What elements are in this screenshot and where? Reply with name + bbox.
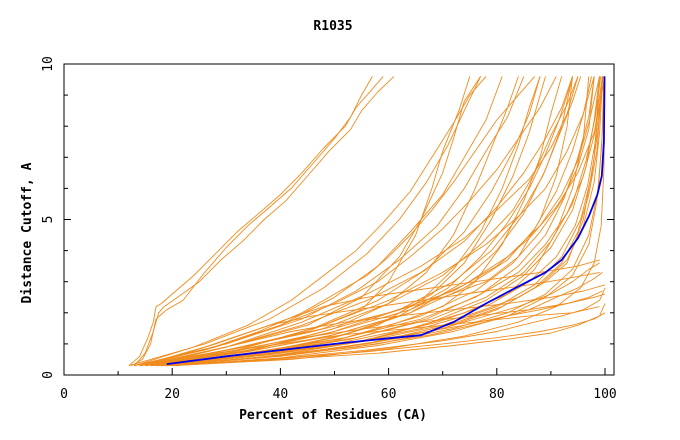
- y-tick-label: 5: [41, 216, 56, 224]
- model-curve-41: [155, 76, 603, 367]
- model-curve-39: [172, 76, 606, 367]
- model-curve-51: [155, 76, 595, 367]
- model-curve-24: [134, 76, 536, 367]
- x-tick-label: 40: [273, 387, 289, 402]
- model-curve-50: [166, 76, 604, 367]
- model-curve-44: [139, 76, 579, 367]
- series-layer: [128, 76, 606, 367]
- model-curve-4: [139, 76, 471, 367]
- model-curve-48: [150, 76, 573, 367]
- x-tick-label: 80: [489, 387, 505, 402]
- highlight-layer: [166, 76, 606, 365]
- y-tick-label: 10: [41, 56, 56, 72]
- y-axis-label: Distance Cutoff, A: [20, 162, 35, 303]
- model-curve-1: [128, 76, 384, 367]
- model-curve-43: [145, 76, 592, 367]
- model-curve-26: [144, 76, 579, 367]
- model-curve-3: [131, 76, 373, 367]
- model-curve-45: [134, 76, 525, 367]
- model-curve-5: [144, 76, 481, 367]
- model-curve-40: [161, 76, 605, 367]
- model-curve-47: [134, 76, 487, 367]
- chart-title: R1035: [313, 19, 352, 34]
- model-curve-2: [133, 76, 395, 366]
- model-curve-52: [145, 76, 582, 367]
- x-tick-label: 20: [164, 387, 180, 402]
- x-axis: 0 20 40 60 80 100: [60, 368, 617, 402]
- x-tick-label: 60: [381, 387, 397, 402]
- model-curve-46: [128, 76, 482, 367]
- model-curve-37: [161, 76, 601, 367]
- x-tick-label: 100: [593, 387, 616, 402]
- x-tick-label: 0: [60, 387, 68, 402]
- model-curve-20: [155, 293, 606, 367]
- model-curve-42: [150, 76, 602, 367]
- model-curve-35: [145, 76, 541, 367]
- model-curve-16: [166, 287, 606, 367]
- model-curve-33: [139, 76, 573, 367]
- highlight-curve: [166, 76, 606, 365]
- y-axis: 0 5 10: [41, 56, 614, 379]
- model-curve-19: [150, 284, 606, 367]
- model-curve-32: [150, 76, 595, 367]
- y-tick-label: 0: [41, 371, 56, 379]
- model-curve-34: [134, 76, 503, 367]
- x-axis-label: Percent of Residues (CA): [239, 408, 427, 423]
